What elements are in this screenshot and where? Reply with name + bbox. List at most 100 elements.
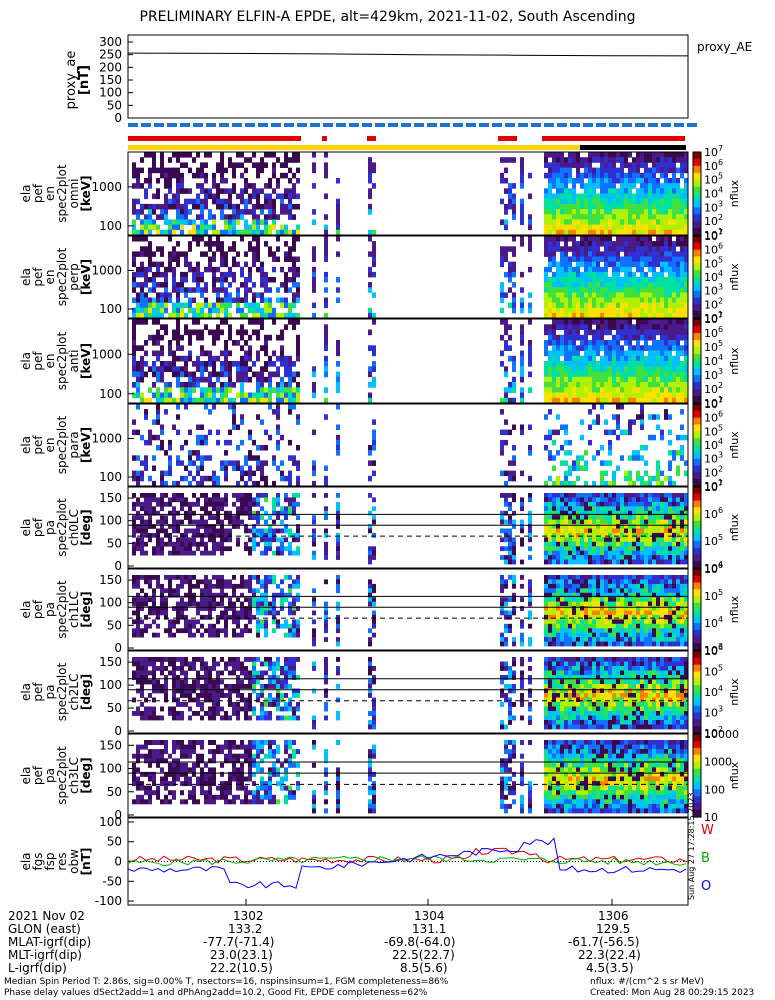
heatmap-cell (248, 475, 252, 482)
heatmap-cell (584, 387, 588, 393)
heatmap-cell (296, 287, 300, 293)
heatmap-cell (160, 429, 164, 436)
heatmap-cell (180, 162, 184, 168)
heatmap-cell (180, 371, 184, 378)
heatmap-cell (324, 152, 328, 158)
heatmap-cell (668, 429, 672, 436)
heatmap-cell (656, 506, 660, 512)
heatmap-cell (680, 214, 684, 220)
heatmap-cell (220, 152, 224, 158)
heatmap-cell (664, 167, 668, 174)
heatmap-cell (368, 172, 372, 179)
heatmap-cell (520, 470, 524, 477)
colorbar-cell (693, 396, 701, 398)
heatmap-cell (580, 246, 584, 252)
heatmap-cell (564, 319, 568, 325)
heatmap-cell (644, 345, 648, 351)
heatmap-cell (188, 307, 192, 314)
heatmap-cell (648, 287, 652, 293)
heatmap-cell (284, 256, 288, 262)
heatmap-cell (620, 404, 624, 410)
heatmap-cell (180, 302, 184, 309)
heatmap-cell (152, 219, 156, 225)
heatmap-cell (372, 162, 376, 168)
heatmap-cell (288, 251, 292, 257)
heatmap-cell (276, 312, 280, 319)
heatmap-cell (648, 297, 652, 303)
heatmap-cell (568, 297, 572, 303)
status-bar-segment (141, 123, 151, 127)
heatmap-cell (664, 214, 668, 220)
heatmap-cell (176, 340, 180, 346)
heatmap-cell (664, 334, 668, 341)
heatmap-cell (648, 246, 652, 252)
colorbar-cell (693, 163, 701, 166)
heatmap-cell (676, 497, 680, 503)
heatmap-cell (252, 537, 256, 543)
heatmap-cell (508, 541, 512, 547)
colorbar-cell (693, 427, 701, 430)
heatmap-cell (572, 524, 576, 529)
heatmap-cell (280, 519, 284, 525)
heatmap-cell (212, 251, 216, 257)
heatmap-cell (140, 546, 144, 552)
heatmap-cell (664, 302, 668, 309)
heatmap-cell (204, 506, 208, 512)
heatmap-cell (212, 493, 216, 498)
heatmap-cell (656, 177, 660, 184)
heatmap-cell (628, 241, 632, 247)
heatmap-cell (624, 157, 628, 163)
heatmap-cell (560, 324, 564, 330)
heatmap-cell (228, 297, 232, 303)
heatmap-cell (648, 334, 652, 341)
heatmap-cell (176, 460, 180, 466)
heatmap-cell (604, 172, 608, 179)
heatmap-cell (684, 312, 688, 319)
heatmap-cell (500, 445, 504, 451)
heatmap-cell (604, 177, 608, 184)
heatmap-cell (176, 224, 180, 231)
heatmap-cell (144, 297, 148, 303)
heatmap-cell (664, 528, 668, 534)
heatmap-cell (264, 193, 268, 200)
heatmap-cell (228, 292, 232, 298)
heatmap-cell (652, 537, 656, 543)
heatmap-cell (336, 382, 340, 388)
status-bar-segment (388, 123, 398, 127)
heatmap-cell (576, 376, 580, 383)
heatmap-cell (640, 219, 644, 225)
heatmap-cell (312, 429, 316, 436)
heatmap-cell (248, 287, 252, 293)
colorbar-cell (693, 223, 701, 226)
heatmap-cell (200, 515, 204, 520)
heatmap-cell (656, 246, 660, 252)
heatmap-cell (212, 532, 216, 538)
colorbar-cell (693, 197, 701, 200)
heatmap-cell (612, 524, 616, 529)
heatmap-cell (192, 528, 196, 534)
heatmap-cell (660, 152, 664, 158)
heatmap-cell (168, 361, 172, 367)
heatmap-cell (612, 506, 616, 512)
heatmap-cell (244, 455, 248, 461)
heatmap-cell (276, 214, 280, 220)
heatmap-cell (660, 497, 664, 503)
heatmap-cell (172, 424, 176, 430)
heatmap-cell (596, 550, 600, 556)
heatmap-cell (156, 497, 160, 503)
heatmap-cell (580, 198, 584, 205)
heatmap-cell (188, 209, 192, 215)
heatmap-cell (644, 537, 648, 543)
heatmap-cell (140, 251, 144, 257)
heatmap-cell (620, 229, 624, 236)
colorbar-cell (693, 487, 701, 489)
heatmap-cell (208, 312, 212, 319)
heatmap-cell (680, 397, 684, 404)
y-axis-label: spec2plot (55, 331, 69, 390)
heatmap-cell (600, 493, 604, 498)
heatmap-cell (660, 172, 664, 179)
heatmap-cell (548, 409, 552, 415)
heatmap-cell (336, 550, 340, 556)
heatmap-cell (160, 376, 164, 383)
heatmap-cell (600, 541, 604, 547)
